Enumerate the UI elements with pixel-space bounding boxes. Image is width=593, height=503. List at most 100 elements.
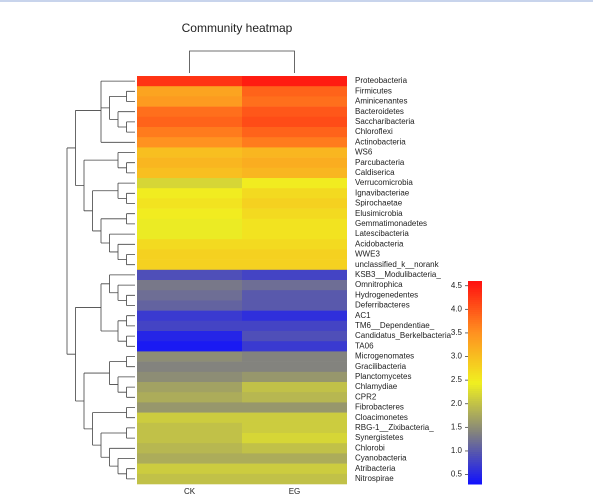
heatmap-cell <box>242 269 347 281</box>
row-label: WS6 <box>355 148 373 157</box>
colorbar-step <box>468 445 482 448</box>
heatmap-cell <box>137 320 242 332</box>
dendrogram-branch <box>109 447 135 467</box>
heatmap-cell <box>137 198 242 209</box>
heatmap-cell <box>242 412 347 424</box>
row-label: Synergistetes <box>355 433 403 442</box>
row-label: Proteobacteria <box>355 76 408 85</box>
colorbar-step <box>468 301 482 304</box>
colorbar-step <box>468 352 482 355</box>
dendrogram-branch <box>92 190 118 232</box>
heatmap-cell <box>137 147 242 158</box>
row-label: Fibrobacteres <box>355 403 404 412</box>
dendrogram-branch <box>109 233 135 253</box>
row-label: Planctomycetes <box>355 372 411 381</box>
colorbar-step <box>468 451 482 455</box>
colorbar-step <box>468 350 482 353</box>
colorbar-step <box>468 433 482 436</box>
colorbar-step <box>468 281 482 284</box>
row-label: KSB3__Modulibacteria_ <box>355 270 441 279</box>
colorbar-step <box>468 406 482 410</box>
colorbar-step <box>468 473 482 477</box>
heatmap-cell <box>242 198 347 209</box>
colorbar-step <box>468 293 482 296</box>
row-label: Verrucomicrobia <box>355 178 413 187</box>
dendrogram-branch <box>126 121 135 133</box>
colorbar-step <box>468 384 482 388</box>
colorbar-step <box>468 447 482 450</box>
heatmap-cell <box>242 371 347 383</box>
heatmap-cell <box>242 300 347 311</box>
row-label: Microgenomates <box>355 352 414 361</box>
colorbar-step <box>468 412 482 416</box>
colorbar-step <box>468 398 482 402</box>
colorbar-tick-label: 4.0 <box>451 304 463 313</box>
colorbar-step <box>468 439 482 442</box>
colorbar-step <box>468 305 482 308</box>
colorbar-step <box>468 291 482 294</box>
heatmap-cell <box>242 280 347 291</box>
colorbar-step <box>468 463 482 467</box>
colorbar-step <box>468 313 482 317</box>
heatmap-cell <box>242 331 347 342</box>
dendrogram-branch <box>126 407 135 419</box>
colorbar-step <box>468 481 482 485</box>
heatmap-cell <box>137 453 242 464</box>
colorbar-tick-label: 3.0 <box>451 352 463 361</box>
row-label: Deferribacteres <box>355 301 410 310</box>
colorbar-step <box>468 396 482 400</box>
heatmap-cell <box>137 116 242 128</box>
heatmap-cell <box>242 167 347 179</box>
colorbar-step <box>468 335 482 339</box>
colorbar-step <box>468 376 482 379</box>
heatmap-cell <box>242 76 347 87</box>
heatmap-cell <box>137 178 242 189</box>
heatmap-cell <box>242 382 347 393</box>
colorbar-step <box>468 457 482 461</box>
dendrogram-branch <box>66 147 76 355</box>
dendrogram-branch <box>126 335 135 347</box>
colorbar-step <box>468 386 482 390</box>
colorbar-step <box>468 414 482 418</box>
colorbar-step <box>468 388 482 392</box>
dendrogram-branch <box>126 356 135 368</box>
heatmap-cell <box>242 453 347 464</box>
colorbar-step <box>468 453 482 457</box>
colorbar-tick-label: 1.0 <box>451 446 463 455</box>
column-dendrogram <box>189 50 295 73</box>
colorbar-tick-label: 3.5 <box>451 328 463 337</box>
heatmap-cell <box>137 422 242 434</box>
colorbar-step <box>468 437 482 440</box>
heatmap-cell <box>137 463 242 475</box>
colorbar-step <box>468 469 482 473</box>
dendrogram-branch <box>126 213 135 225</box>
colorbar-step <box>468 309 482 312</box>
colorbar-step <box>468 325 482 329</box>
colorbar-step <box>468 435 482 438</box>
heatmap-cell <box>137 331 242 342</box>
heatmap-cell <box>137 157 242 169</box>
heatmap-cell <box>242 147 347 158</box>
colorbar-step <box>468 364 482 367</box>
colorbar-step <box>468 360 482 363</box>
heatmap-cell <box>137 239 242 250</box>
colorbar-step <box>468 425 482 428</box>
heatmap-cell <box>137 269 242 281</box>
colorbar-step <box>468 327 482 331</box>
column-label: CK <box>184 487 196 496</box>
row-label: Spirochaetae <box>355 199 403 208</box>
heatmap-cell <box>242 473 347 485</box>
heatmap-cell <box>137 433 242 444</box>
row-label: TM6__Dependentiae_ <box>355 321 435 330</box>
colorbar-step <box>468 477 482 481</box>
colorbar-step <box>468 297 482 300</box>
row-label: Cloacimonetes <box>355 413 408 422</box>
row-label: Gemmatimonadetes <box>355 219 427 228</box>
heatmap-cell <box>242 402 347 413</box>
heatmap-cell <box>137 106 242 118</box>
dendrogram-branch <box>75 307 101 402</box>
colorbar-step <box>468 329 482 333</box>
colorbar-step <box>468 479 482 483</box>
dendrogram-branch <box>75 110 101 186</box>
